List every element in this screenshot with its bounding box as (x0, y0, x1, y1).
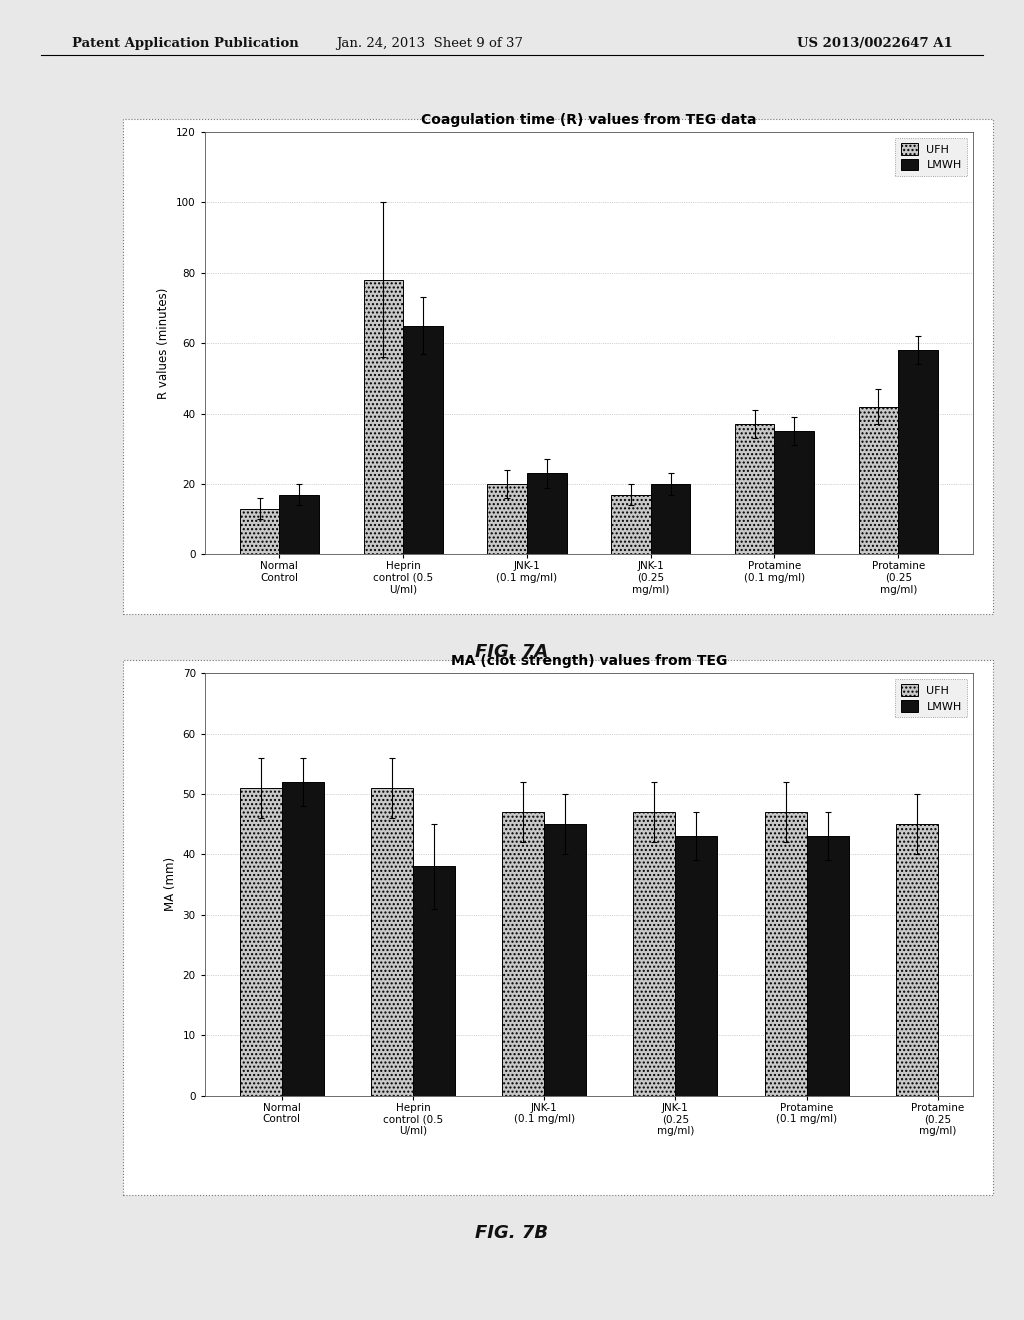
Bar (240, 788, 282, 1096)
Bar (859, 407, 898, 554)
Bar (774, 432, 814, 554)
Legend: UFH, LMWH: UFH, LMWH (895, 678, 968, 717)
Text: FIG. 7A: FIG. 7A (475, 643, 549, 661)
Bar (371, 788, 413, 1096)
Text: Jan. 24, 2013  Sheet 9 of 37: Jan. 24, 2013 Sheet 9 of 37 (337, 37, 523, 50)
Bar (487, 484, 527, 554)
Bar (735, 424, 774, 554)
Bar (650, 484, 690, 554)
Bar (807, 836, 849, 1096)
Text: US 2013/0022647 A1: US 2013/0022647 A1 (797, 37, 952, 50)
Bar (282, 781, 324, 1096)
Y-axis label: R values (minutes): R values (minutes) (158, 288, 170, 399)
Bar (502, 812, 544, 1096)
Bar (364, 280, 403, 554)
Bar (898, 350, 938, 554)
Title: Coagulation time (R) values from TEG data: Coagulation time (R) values from TEG dat… (421, 112, 757, 127)
Legend: UFH, LMWH: UFH, LMWH (895, 137, 968, 176)
Title: MA (clot strength) values from TEG: MA (clot strength) values from TEG (451, 653, 727, 668)
Bar (527, 474, 566, 554)
Bar (240, 508, 280, 554)
Bar (544, 824, 586, 1096)
Bar (611, 495, 650, 554)
Y-axis label: MA (mm): MA (mm) (164, 857, 177, 912)
Bar (896, 824, 938, 1096)
Bar (634, 812, 676, 1096)
Bar (413, 866, 455, 1096)
Bar (765, 812, 807, 1096)
Bar (676, 836, 718, 1096)
Text: FIG. 7B: FIG. 7B (475, 1224, 549, 1242)
Text: Patent Application Publication: Patent Application Publication (72, 37, 298, 50)
Bar (403, 326, 442, 554)
Bar (280, 495, 318, 554)
